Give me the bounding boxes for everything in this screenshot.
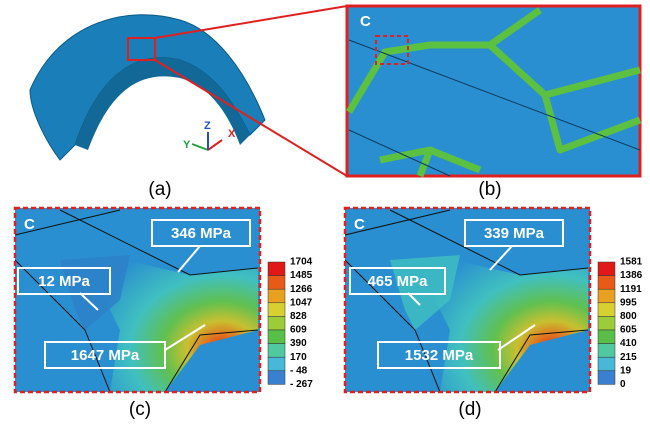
region-label: C — [360, 13, 371, 30]
colorbar-cell — [268, 262, 285, 276]
colorbar-label: 1047 — [290, 297, 313, 308]
colorbar-cell — [598, 289, 615, 303]
figure: X Y Z (a) C (b) C 346 MPa 12 MPa 1647 MPa 17… — [0, 0, 650, 423]
colorbar-cell — [598, 357, 615, 371]
panel-b: C (b) — [347, 6, 640, 200]
panel-label: (d) — [458, 399, 481, 420]
callout-label: 12 MPa — [38, 273, 90, 290]
panel-label: (a) — [148, 179, 171, 200]
callout-label: 465 MPa — [367, 273, 428, 290]
panel-d: C 339 MPa 465 MPa 1532 MPa 1581 1386 1191 995 80… — [345, 208, 643, 420]
colorbar-label: 800 — [620, 311, 637, 322]
colorbar-cell — [268, 276, 285, 290]
panel-frame — [347, 6, 640, 176]
colorbar-cell — [598, 316, 615, 330]
colorbar-cell — [268, 330, 285, 344]
colorbar-cell — [268, 316, 285, 330]
panel-c: C 346 MPa 12 MPa 1647 MPa 1704 1485 1266 1047 82… — [15, 208, 313, 420]
panel-label: (c) — [129, 399, 151, 420]
colorbar-label: 390 — [290, 338, 307, 349]
colorbar-cell — [598, 344, 615, 358]
colorbar-label: - 48 — [290, 365, 308, 376]
colorbar-cell — [268, 344, 285, 358]
callout-label: 346 MPa — [171, 225, 232, 242]
colorbar-label: 170 — [290, 352, 307, 363]
colorbar-cell — [268, 289, 285, 303]
colorbar-cell — [268, 371, 285, 385]
colorbar-label: 1581 — [620, 257, 643, 268]
colorbar-label: 1191 — [620, 284, 642, 295]
panel-label: (b) — [478, 179, 501, 200]
region-label: C — [354, 216, 365, 233]
axis-label: X — [228, 128, 236, 140]
colorbar-cell — [598, 330, 615, 344]
colorbar-label: 215 — [620, 352, 637, 363]
callout-label: 339 MPa — [484, 225, 545, 242]
colorbar-label: 1485 — [290, 270, 313, 281]
colorbar-label: 1704 — [290, 257, 313, 268]
colorbar-label: 605 — [620, 325, 637, 336]
colorbar-label: 0 — [620, 379, 626, 390]
colorbar-cell — [268, 303, 285, 317]
axis-y — [192, 144, 208, 150]
colorbar-label: 609 — [290, 325, 307, 336]
axis-label: Z — [204, 120, 211, 132]
colorbar-cell — [598, 276, 615, 290]
colorbar-label: 19 — [620, 365, 632, 376]
callout-label: 1647 MPa — [71, 347, 140, 364]
zoom-line — [155, 60, 347, 176]
colorbar-label: 410 — [620, 338, 637, 349]
colorbar-cell — [268, 357, 285, 371]
panel-a: X Y Z (a) — [30, 6, 347, 200]
colorbar-cell — [598, 303, 615, 317]
colorbar-cell — [598, 262, 615, 276]
callout-label: 1532 MPa — [405, 347, 474, 364]
colorbar-cell — [598, 371, 615, 385]
colorbar-label: 995 — [620, 297, 637, 308]
axis-x — [208, 140, 222, 150]
axis-label: Y — [183, 139, 191, 151]
region-label: C — [24, 216, 35, 233]
colorbar-label: 1266 — [290, 284, 313, 295]
colorbar-label: 828 — [290, 311, 307, 322]
colorbar-label: - 267 — [290, 379, 313, 390]
colorbar-label: 1386 — [620, 270, 643, 281]
